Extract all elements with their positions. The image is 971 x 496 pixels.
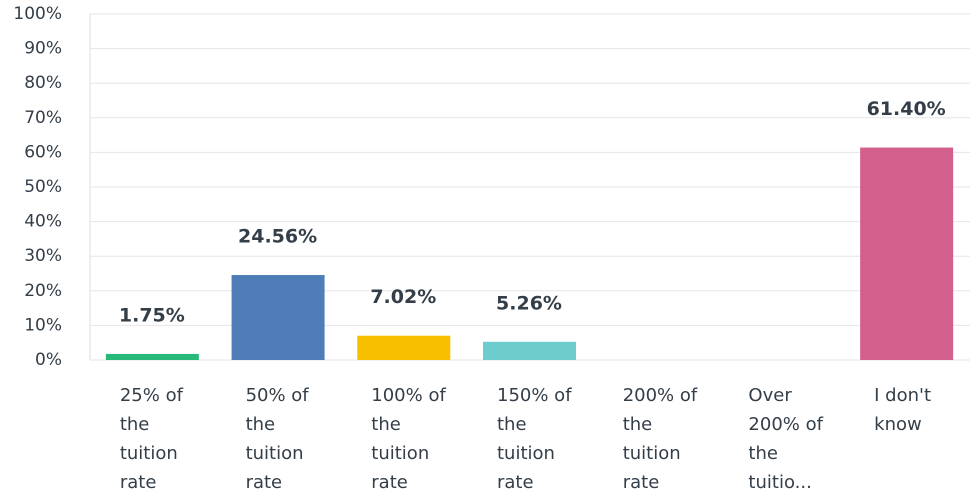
bar (231, 275, 325, 360)
value-label: 61.40% (867, 98, 946, 120)
x-tick-label: 25% of the tuition rate (119, 385, 183, 493)
y-tick-label: 20% (24, 281, 62, 301)
y-tick-label: 60% (24, 142, 62, 162)
x-tick-label: 100% of the tuition rate (371, 385, 446, 493)
x-tick-label: 50% of the tuition rate (245, 385, 309, 493)
y-tick-label: 30% (24, 246, 62, 266)
x-tick-label: 200% of the tuition rate (622, 385, 698, 493)
value-label: 1.75% (119, 304, 185, 326)
y-tick-label: 40% (24, 212, 62, 232)
y-tick-label: 80% (24, 73, 62, 93)
bar (357, 335, 451, 360)
x-tick-label: 150% of the tuition rate (497, 385, 572, 493)
y-tick-label: 10% (24, 315, 62, 335)
x-tick-label: Over 200% of the tuitio... (748, 385, 823, 493)
y-tick-label: 100% (13, 4, 62, 24)
y-tick-label: 90% (24, 39, 62, 59)
y-tick-label: 70% (24, 108, 62, 128)
y-tick-label: 0% (35, 350, 62, 370)
value-label: 24.56% (238, 226, 317, 248)
bar (860, 147, 954, 360)
value-label: 7.02% (370, 286, 436, 308)
y-tick-label: 50% (24, 177, 62, 197)
value-label: 5.26% (496, 292, 562, 314)
bar (105, 353, 199, 360)
x-tick-label: I don't know (874, 385, 932, 435)
bar (483, 341, 576, 360)
